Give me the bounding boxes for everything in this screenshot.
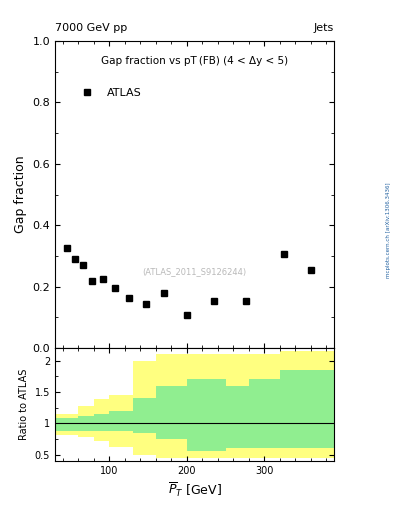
Text: 7000 GeV pp: 7000 GeV pp bbox=[55, 23, 127, 33]
Text: Gap fraction vs pT (FB) (4 < Δy < 5): Gap fraction vs pT (FB) (4 < Δy < 5) bbox=[101, 56, 288, 67]
Y-axis label: Gap fraction: Gap fraction bbox=[14, 156, 27, 233]
Text: (ATLAS_2011_S9126244): (ATLAS_2011_S9126244) bbox=[143, 267, 246, 276]
Text: mcplots.cern.ch [arXiv:1306.3436]: mcplots.cern.ch [arXiv:1306.3436] bbox=[386, 183, 391, 278]
Legend: ATLAS: ATLAS bbox=[72, 83, 147, 102]
Y-axis label: Ratio to ATLAS: Ratio to ATLAS bbox=[19, 369, 29, 440]
X-axis label: $\overline{P}_T$ [GeV]: $\overline{P}_T$ [GeV] bbox=[167, 481, 222, 499]
Text: Jets: Jets bbox=[314, 23, 334, 33]
